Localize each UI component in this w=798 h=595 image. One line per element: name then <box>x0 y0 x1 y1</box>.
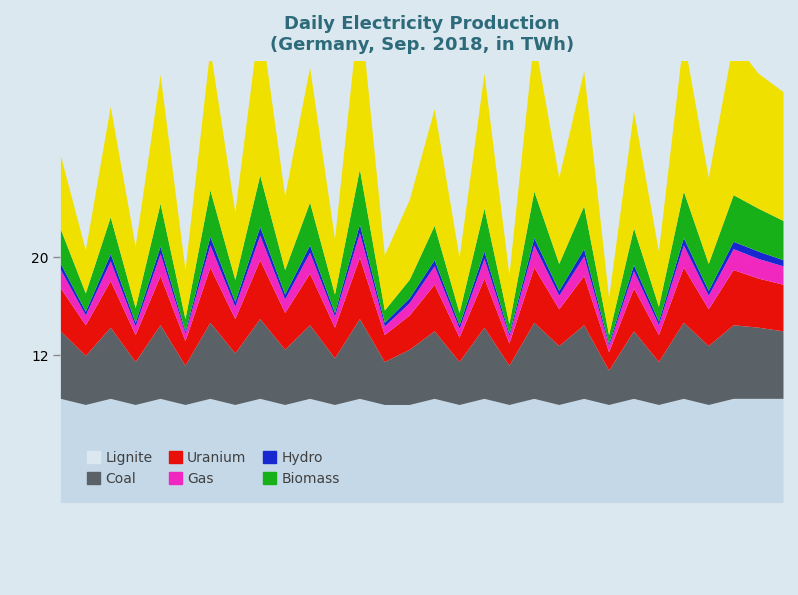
Legend: Lignite, Coal, Uranium, Gas, Hydro, Biomass: Lignite, Coal, Uranium, Gas, Hydro, Biom… <box>81 445 346 491</box>
Title: Daily Electricity Production
(Germany, Sep. 2018, in TWh): Daily Electricity Production (Germany, S… <box>270 15 574 54</box>
